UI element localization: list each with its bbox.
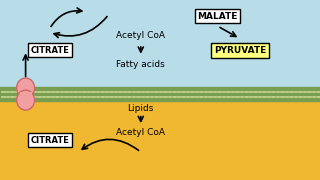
Text: PYRUVATE: PYRUVATE: [214, 46, 266, 55]
Bar: [20, 92, 32, 96]
Text: Acetyl CoA: Acetyl CoA: [116, 31, 165, 40]
Ellipse shape: [17, 90, 35, 110]
Text: CITRATE: CITRATE: [30, 136, 69, 145]
Text: MALATE: MALATE: [197, 12, 238, 21]
Text: Fatty acids: Fatty acids: [116, 60, 165, 69]
Text: CITRATE: CITRATE: [30, 46, 69, 55]
Text: Acetyl CoA: Acetyl CoA: [116, 128, 165, 137]
Text: Lipids: Lipids: [128, 104, 154, 113]
Ellipse shape: [17, 78, 35, 98]
